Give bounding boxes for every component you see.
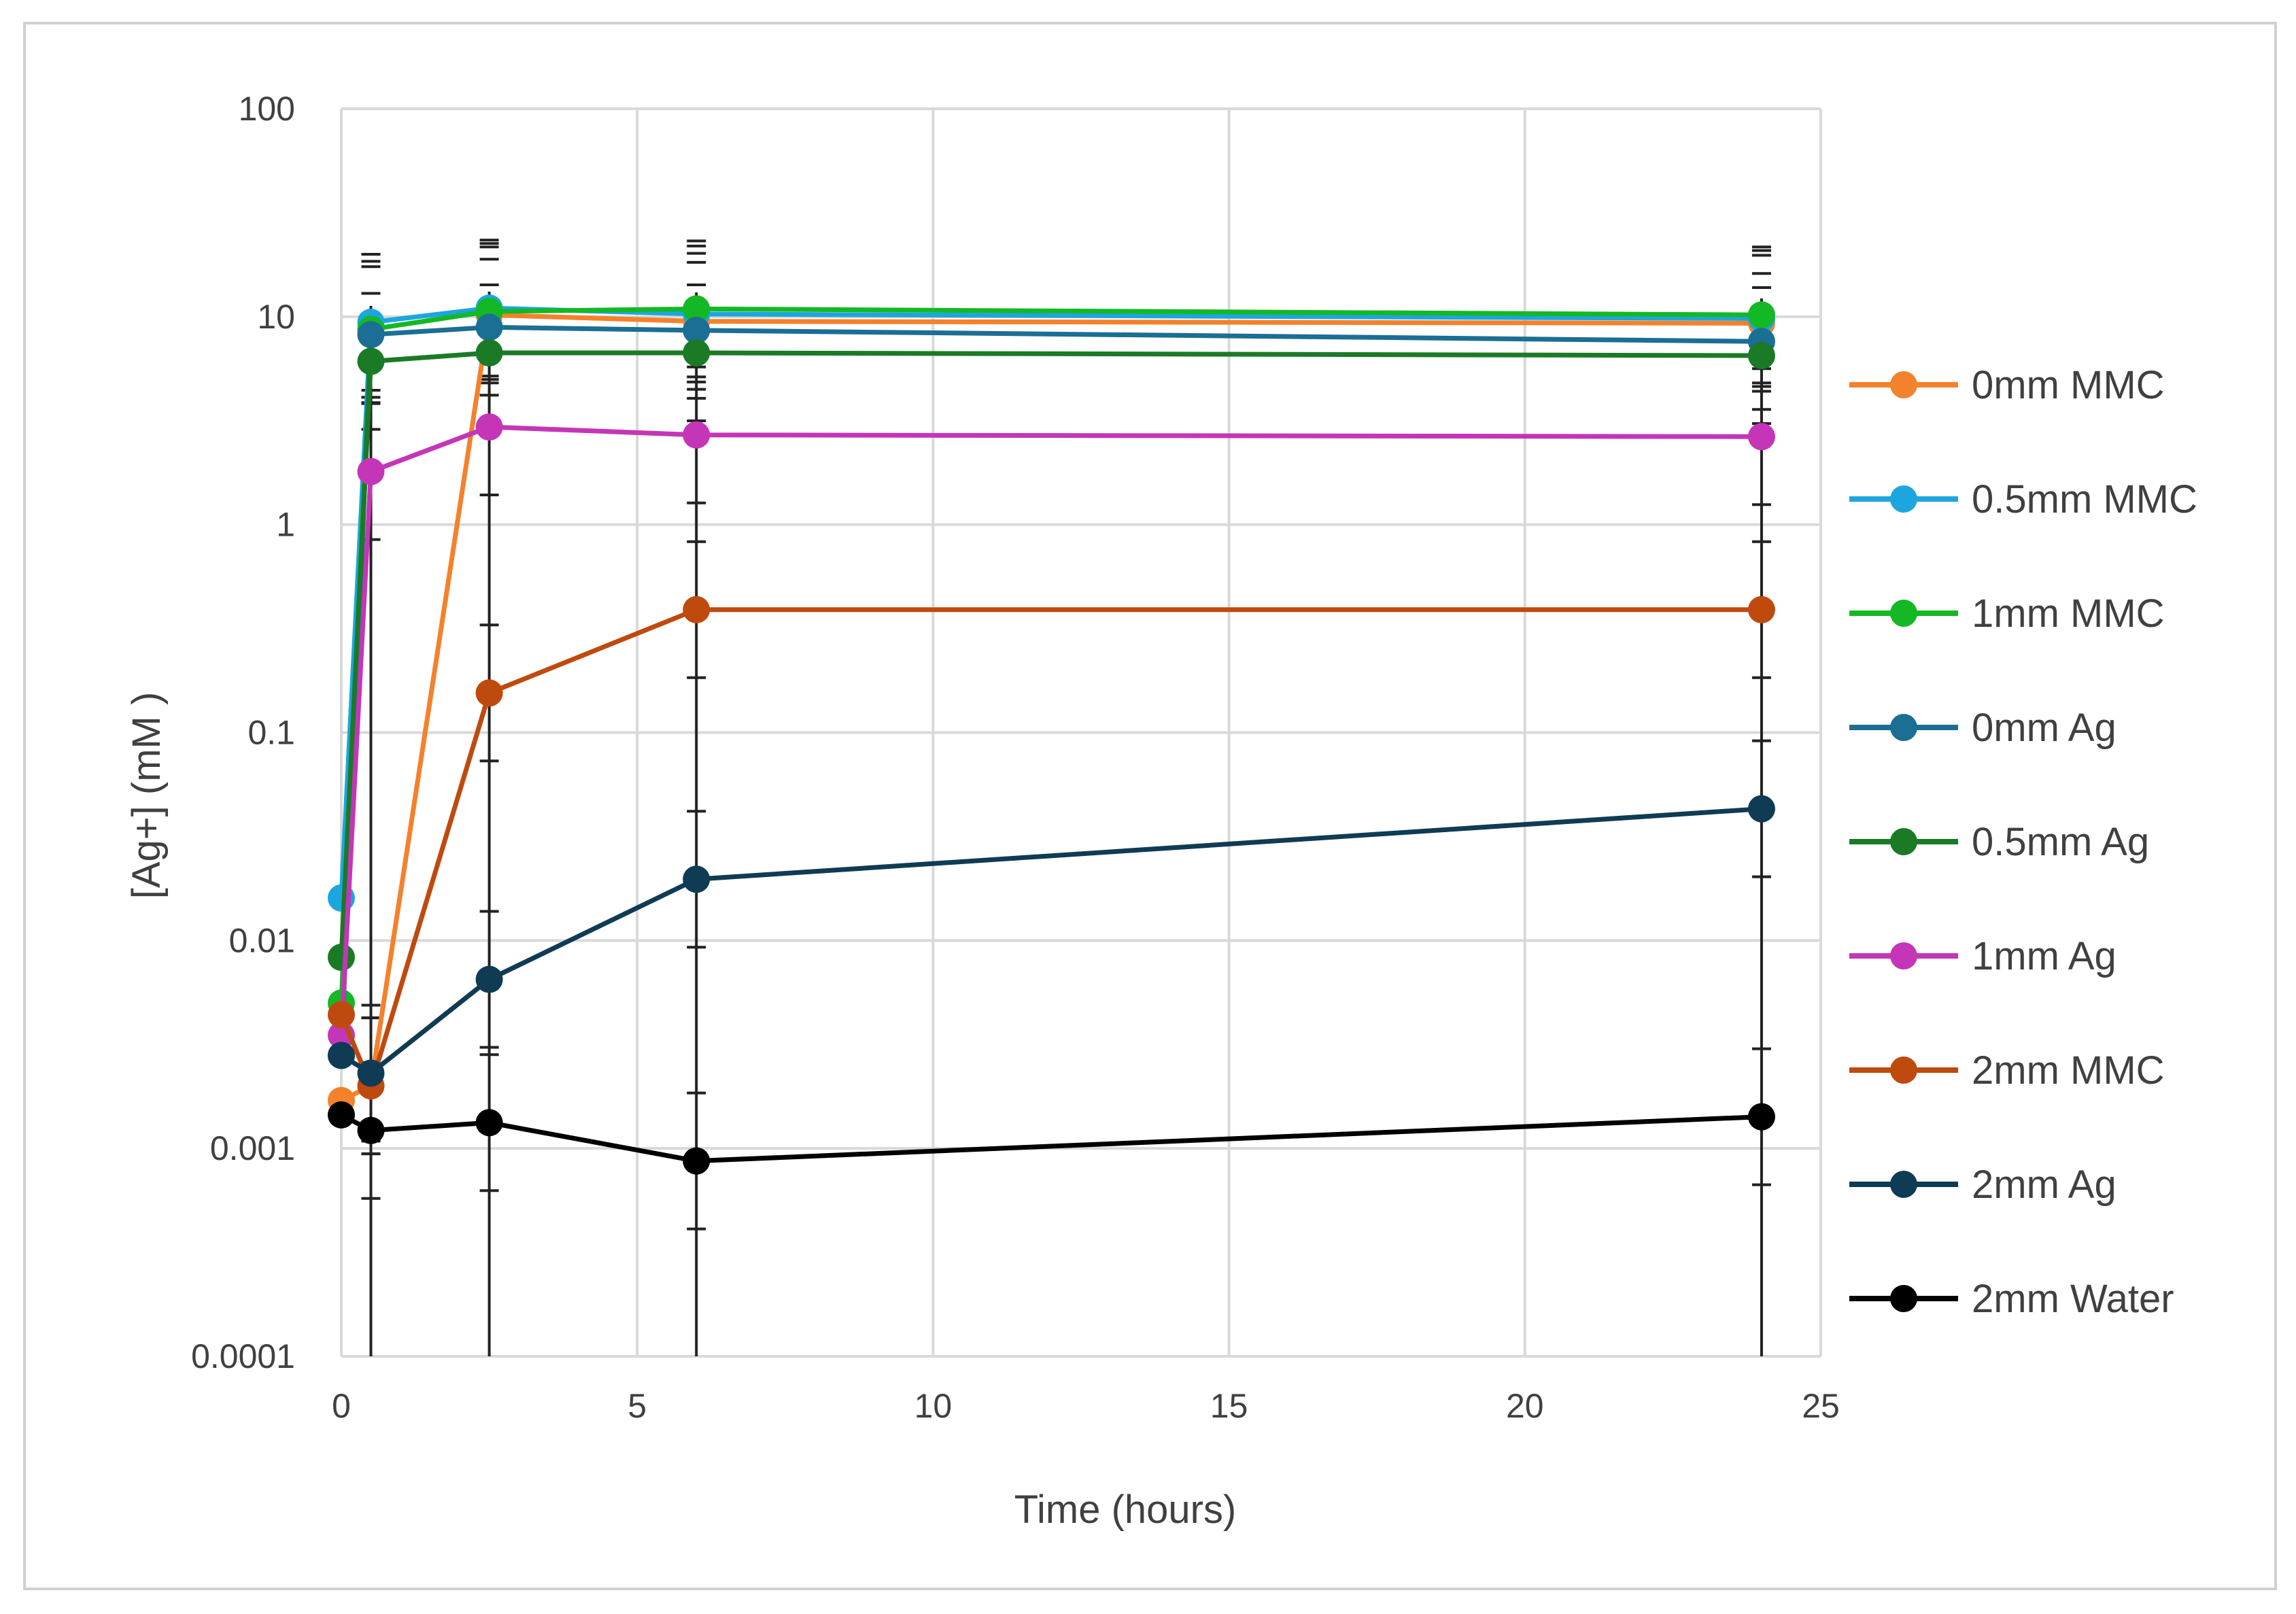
- legend-label: 1mm Ag: [1972, 934, 2117, 978]
- legend-swatch-marker: [1890, 600, 1917, 627]
- legend-item: 0.5mm Ag: [1849, 820, 2149, 864]
- legend-swatch-marker: [1890, 714, 1917, 741]
- data-point: [475, 1109, 503, 1137]
- y-tick-label: 10: [257, 298, 295, 336]
- legend-label: 2mm MMC: [1972, 1048, 2165, 1093]
- data-point: [1747, 342, 1775, 370]
- data-point: [475, 313, 503, 341]
- x-tick-label: 5: [628, 1387, 647, 1425]
- legend-swatch-marker: [1890, 828, 1917, 855]
- data-point: [1747, 596, 1775, 623]
- data-point: [1747, 795, 1775, 823]
- legend-label: 0.5mm Ag: [1972, 820, 2149, 864]
- legend-item: 0.5mm MMC: [1849, 477, 2197, 521]
- legend-swatch-marker: [1890, 485, 1917, 513]
- data-point: [683, 295, 710, 323]
- series-7: [328, 795, 1775, 1087]
- legend-item: 2mm MMC: [1849, 1048, 2165, 1093]
- data-point: [683, 1147, 710, 1175]
- x-axis-title: Time (hours): [1014, 1488, 1237, 1532]
- data-point: [357, 1116, 385, 1144]
- series-8: [328, 1101, 1775, 1175]
- data-point: [328, 1042, 355, 1069]
- legend-label: 1mm MMC: [1972, 591, 2165, 636]
- data-point: [475, 679, 503, 707]
- data-point: [357, 458, 385, 485]
- legend: 0mm MMC 0.5mm MMC 1mm MMC 0mm Ag 0.5mm Ag 1mm…: [1849, 363, 2197, 1321]
- legend-label: 2mm Water: [1972, 1277, 2174, 1321]
- y-tick-label: 0.1: [247, 714, 295, 752]
- data-point: [357, 321, 385, 349]
- x-tick-label: 15: [1210, 1387, 1248, 1425]
- y-tick-label: 0.0001: [191, 1337, 295, 1375]
- data-point: [328, 1001, 355, 1029]
- data-point: [683, 865, 710, 893]
- data-point: [683, 596, 710, 623]
- series-group: [328, 294, 1775, 1175]
- data-point: [683, 421, 710, 449]
- data-point: [683, 339, 710, 367]
- legend-item: 0mm Ag: [1849, 706, 2117, 750]
- data-point: [475, 339, 503, 367]
- x-tick-label: 10: [914, 1387, 953, 1425]
- data-point: [475, 965, 503, 993]
- y-tick-label: 1: [276, 506, 295, 544]
- legend-item: 2mm Ag: [1849, 1163, 2117, 1207]
- data-point: [1747, 423, 1775, 451]
- legend-label: 0mm MMC: [1972, 363, 2165, 407]
- legend-swatch-marker: [1890, 371, 1917, 398]
- legend-item: 1mm MMC: [1849, 591, 2165, 636]
- legend-item: 2mm Water: [1849, 1277, 2174, 1321]
- data-point: [1747, 1103, 1775, 1131]
- data-point: [357, 1059, 385, 1087]
- x-tick-label: 0: [332, 1387, 351, 1425]
- legend-label: 0.5mm MMC: [1972, 477, 2197, 521]
- legend-label: 0mm Ag: [1972, 706, 2117, 750]
- series-5: [328, 413, 1775, 1049]
- x-tick-labels: 0 5 10 15 20 25: [332, 1387, 1840, 1425]
- chart-frame: [23, 22, 2277, 1590]
- legend-item: 0mm MMC: [1849, 363, 2165, 407]
- data-point: [683, 316, 710, 344]
- y-tick-label: 0.001: [210, 1129, 295, 1167]
- data-point: [328, 944, 355, 972]
- y-axis-title: [Ag+] (mM ): [124, 692, 169, 899]
- y-tick-labels: 0.0001 0.001 0.01 0.1 1 10 100: [191, 90, 295, 1375]
- y-tick-label: 100: [239, 90, 295, 128]
- data-point: [357, 347, 385, 375]
- data-point: [1747, 301, 1775, 329]
- legend-swatch-marker: [1890, 1285, 1917, 1312]
- legend-swatch-marker: [1890, 1057, 1917, 1084]
- x-tick-label: 25: [1802, 1387, 1840, 1425]
- x-tick-label: 20: [1506, 1387, 1544, 1425]
- legend-label: 2mm Ag: [1972, 1163, 2117, 1207]
- data-point: [475, 413, 503, 441]
- series-4: [328, 339, 1775, 972]
- y-tick-label: 0.01: [229, 921, 295, 959]
- data-point: [328, 1101, 355, 1129]
- legend-item: 1mm Ag: [1849, 934, 2117, 978]
- legend-swatch-marker: [1890, 1171, 1917, 1198]
- legend-swatch-marker: [1890, 942, 1917, 969]
